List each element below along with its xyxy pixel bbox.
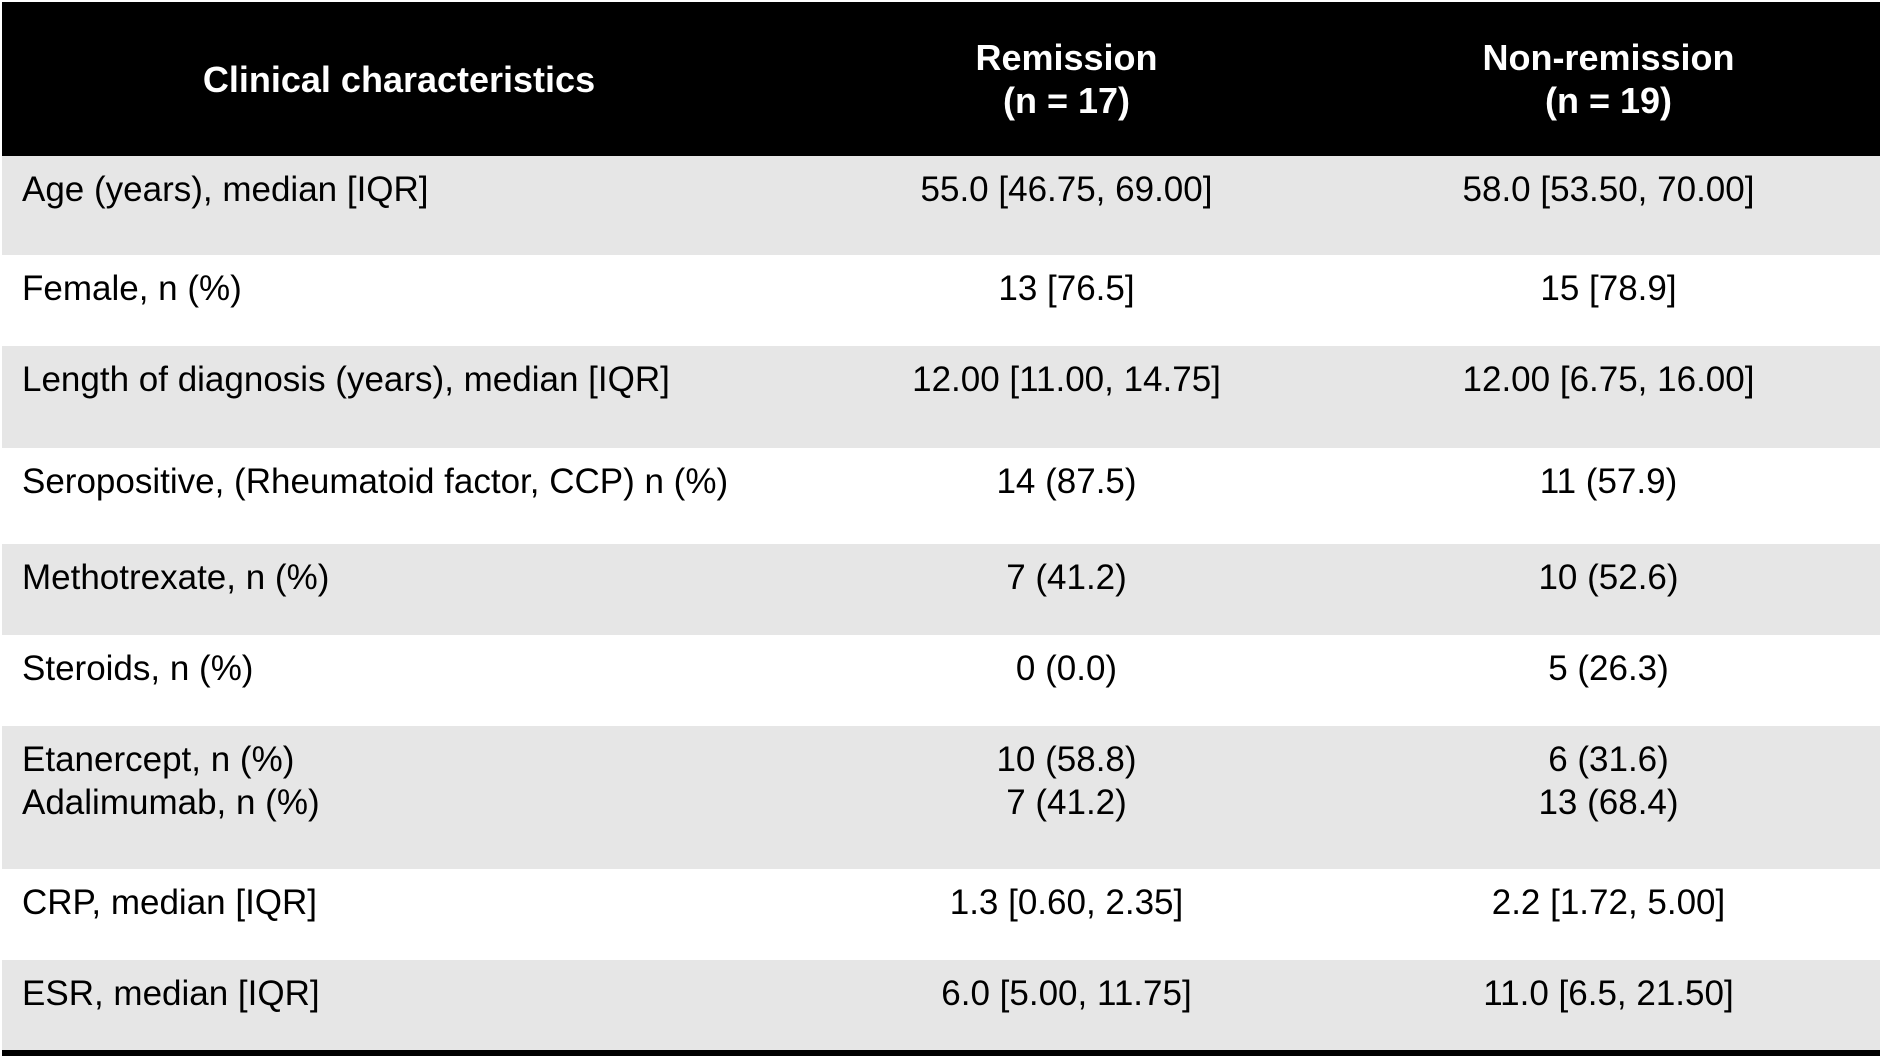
non-remission-value-text: 11.0 [6.5, 21.50] bbox=[1483, 974, 1734, 1013]
remission-value-text: 14 (87.5) bbox=[996, 462, 1137, 501]
table-row: Methotrexate, n (%) 7 (41.2) 10 (52.6) bbox=[2, 544, 1880, 635]
row-label: Female, n (%) bbox=[2, 255, 796, 346]
row-label: Seropositive, (Rheumatoid factor, CCP) n… bbox=[2, 448, 796, 544]
remission-value-text: 1.3 [0.60, 2.35] bbox=[949, 883, 1184, 922]
remission-value-text: 0 (0.0) bbox=[1015, 649, 1118, 688]
table-row: Etanercept, n (%) Adalimumab, n (%) 10 (… bbox=[2, 726, 1880, 869]
row-label-text: Adalimumab, n (%) bbox=[22, 783, 320, 822]
row-label-text: Etanercept, n (%) bbox=[22, 740, 295, 779]
remission-value: 1.3 [0.60, 2.35] bbox=[796, 869, 1337, 960]
remission-value: 12.00 [11.00, 14.75] bbox=[796, 346, 1337, 448]
row-label: Methotrexate, n (%) bbox=[2, 544, 796, 635]
non-remission-value: 2.2 [1.72, 5.00] bbox=[1337, 869, 1880, 960]
remission-value: 6.0 [5.00, 11.75] bbox=[796, 960, 1337, 1050]
row-label: Length of diagnosis (years), median [IQR… bbox=[2, 346, 796, 448]
table-row: Female, n (%) 13 [76.5] 15 [78.9] bbox=[2, 255, 1880, 346]
table-row: ESR, median [IQR] 6.0 [5.00, 11.75] 11.0… bbox=[2, 960, 1880, 1050]
table-row: Age (years), median [IQR] 55.0 [46.75, 6… bbox=[2, 156, 1880, 255]
remission-value-text: 55.0 [46.75, 69.00] bbox=[920, 170, 1213, 209]
header-col3-title: Non-remission bbox=[1482, 37, 1735, 78]
header-non-remission: Non-remission (n = 19) bbox=[1337, 2, 1880, 156]
header-col2-count: (n = 17) bbox=[1002, 80, 1131, 121]
remission-value: 0 (0.0) bbox=[796, 635, 1337, 726]
header-remission: Remission (n = 17) bbox=[796, 2, 1337, 156]
header-col1-label: Clinical characteristics bbox=[202, 58, 596, 100]
row-label: Steroids, n (%) bbox=[2, 635, 796, 726]
remission-value: 55.0 [46.75, 69.00] bbox=[796, 156, 1337, 255]
non-remission-value-text: 6 (31.6) bbox=[1548, 740, 1669, 779]
row-label: CRP, median [IQR] bbox=[2, 869, 796, 960]
row-label-text: Seropositive, (Rheumatoid factor, CCP) n… bbox=[22, 462, 729, 501]
remission-value-text: 6.0 [5.00, 11.75] bbox=[941, 974, 1192, 1013]
non-remission-value-text: 12.00 [6.75, 16.00] bbox=[1462, 360, 1755, 399]
remission-value-text: 7 (41.2) bbox=[1006, 558, 1127, 597]
non-remission-value: 12.00 [6.75, 16.00] bbox=[1337, 346, 1880, 448]
row-label-text: ESR, median [IQR] bbox=[22, 974, 320, 1013]
remission-value: 14 (87.5) bbox=[796, 448, 1337, 544]
row-label-text: Methotrexate, n (%) bbox=[22, 558, 330, 597]
remission-value-text: 7 (41.2) bbox=[1006, 783, 1127, 822]
remission-value: 10 (58.8) 7 (41.2) bbox=[796, 726, 1337, 869]
table-row: Steroids, n (%) 0 (0.0) 5 (26.3) bbox=[2, 635, 1880, 726]
row-label: Age (years), median [IQR] bbox=[2, 156, 796, 255]
non-remission-value-text: 5 (26.3) bbox=[1548, 649, 1669, 688]
non-remission-value: 5 (26.3) bbox=[1337, 635, 1880, 726]
non-remission-value-text: 15 [78.9] bbox=[1540, 269, 1677, 308]
non-remission-value: 58.0 [53.50, 70.00] bbox=[1337, 156, 1880, 255]
table-row: CRP, median [IQR] 1.3 [0.60, 2.35] 2.2 [… bbox=[2, 869, 1880, 960]
row-label-text: Length of diagnosis (years), median [IQR… bbox=[22, 360, 670, 399]
remission-value-text: 13 [76.5] bbox=[998, 269, 1135, 308]
non-remission-value-text: 2.2 [1.72, 5.00] bbox=[1491, 883, 1726, 922]
non-remission-value: 11.0 [6.5, 21.50] bbox=[1337, 960, 1880, 1050]
remission-value: 13 [76.5] bbox=[796, 255, 1337, 346]
table-header: Clinical characteristics Remission (n = … bbox=[2, 2, 1880, 156]
row-label-text: CRP, median [IQR] bbox=[22, 883, 318, 922]
non-remission-value-text: 58.0 [53.50, 70.00] bbox=[1462, 170, 1755, 209]
row-label-text: Female, n (%) bbox=[22, 269, 242, 308]
row-label-text: Steroids, n (%) bbox=[22, 649, 254, 688]
remission-value-text: 10 (58.8) bbox=[996, 740, 1137, 779]
remission-value: 7 (41.2) bbox=[796, 544, 1337, 635]
non-remission-value-text: 10 (52.6) bbox=[1538, 558, 1679, 597]
remission-value-text: 12.00 [11.00, 14.75] bbox=[912, 360, 1221, 399]
non-remission-value: 15 [78.9] bbox=[1337, 255, 1880, 346]
non-remission-value: 6 (31.6) 13 (68.4) bbox=[1337, 726, 1880, 869]
header-col3-count: (n = 19) bbox=[1544, 80, 1673, 121]
row-label: Etanercept, n (%) Adalimumab, n (%) bbox=[2, 726, 796, 869]
table-row: Seropositive, (Rheumatoid factor, CCP) n… bbox=[2, 448, 1880, 544]
row-label-text: Age (years), median [IQR] bbox=[22, 170, 429, 209]
non-remission-value: 11 (57.9) bbox=[1337, 448, 1880, 544]
header-clinical-characteristics: Clinical characteristics bbox=[2, 2, 796, 156]
non-remission-value-text: 11 (57.9) bbox=[1539, 462, 1678, 501]
row-label: ESR, median [IQR] bbox=[2, 960, 796, 1050]
non-remission-value-text: 13 (68.4) bbox=[1538, 783, 1679, 822]
non-remission-value: 10 (52.6) bbox=[1337, 544, 1880, 635]
table-row: Length of diagnosis (years), median [IQR… bbox=[2, 346, 1880, 448]
header-col2-title: Remission bbox=[975, 37, 1158, 78]
